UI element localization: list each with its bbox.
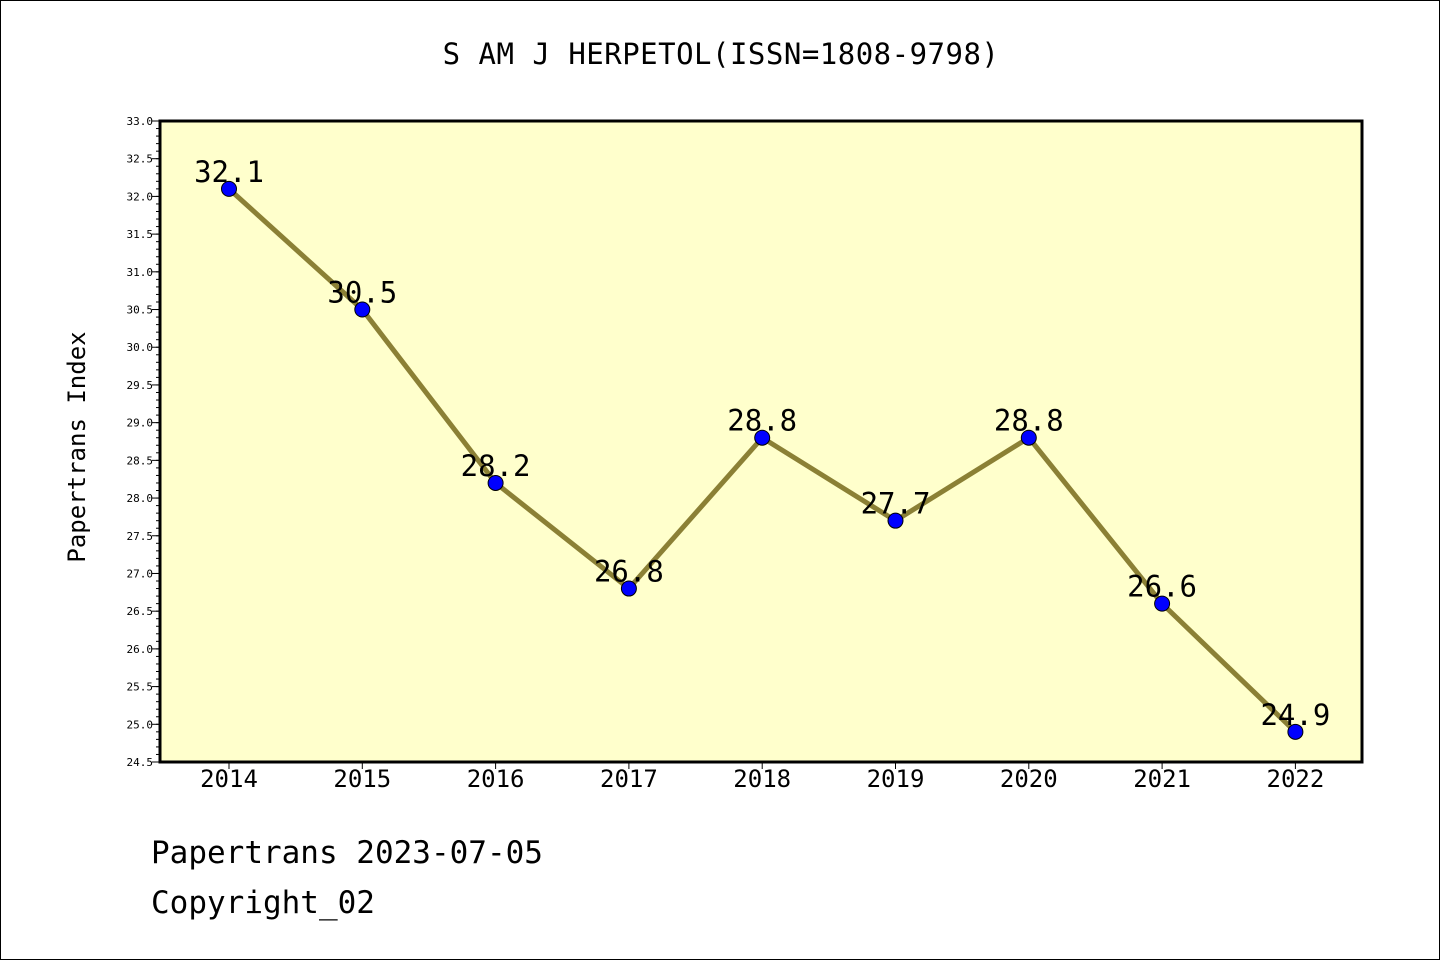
y-tick-label: 29.0 [127, 417, 154, 430]
y-tick-label: 26.5 [127, 605, 154, 618]
y-tick-label: 31.0 [127, 266, 154, 279]
data-labels: 32.1 30.5 28.2 26.8 28.8 27.7 28.8 26.6 24.9 [194, 155, 1330, 732]
y-tick-label: 28.0 [127, 492, 154, 505]
y-tick-label: 25.0 [127, 718, 154, 731]
y-tick-label: 27.0 [127, 567, 154, 580]
x-tick-label: 2014 [200, 765, 258, 793]
y-tick-label: 30.5 [127, 304, 154, 317]
x-tick-label: 2015 [333, 765, 391, 793]
x-tick-label: 2017 [600, 765, 658, 793]
data-label: 30.5 [327, 276, 397, 310]
data-point [1154, 595, 1171, 612]
x-tick-label: 2019 [867, 765, 925, 793]
data-points [221, 180, 1304, 740]
y-tick-label: 32.5 [127, 153, 154, 166]
data-label: 32.1 [194, 155, 264, 189]
data-label: 28.8 [727, 404, 797, 438]
footer-copyright: Copyright_02 [151, 885, 375, 921]
y-tick-label: 33.0 [127, 115, 154, 128]
x-tick-label: 2018 [733, 765, 791, 793]
y-tick-label: 28.5 [127, 454, 154, 467]
data-point [887, 512, 904, 529]
data-point [487, 474, 504, 491]
data-point [754, 429, 771, 446]
data-point [620, 580, 637, 597]
footer-date-line: Papertrans 2023-07-05 [151, 835, 543, 871]
y-tick-label: 31.5 [127, 228, 154, 241]
data-label: 28.2 [461, 449, 531, 483]
chart-title: S AM J HERPETOL(ISSN=1808-9798) [442, 37, 1000, 71]
y-tick-label: 26.0 [127, 643, 154, 656]
data-label: 26.8 [594, 555, 664, 589]
y-tick-label: 30.0 [127, 341, 154, 354]
data-point [1287, 723, 1304, 740]
data-point [354, 301, 371, 318]
data-label: 27.7 [861, 487, 931, 521]
y-tick-label: 32.0 [127, 190, 154, 203]
x-tick-label: 2022 [1267, 765, 1325, 793]
y-axis: 24.5 25.0 25.5 26.0 26.5 27.0 27.5 28.0 28.5 29.0… [127, 115, 160, 769]
y-axis-label: Papertrans Index [63, 331, 91, 562]
data-label: 24.9 [1260, 698, 1330, 732]
data-point [1020, 429, 1037, 446]
plot-border [158, 119, 1364, 764]
data-label: 26.6 [1127, 570, 1197, 604]
x-axis: 2014 2015 2016 2017 2018 2019 2020 2021 2022 [200, 762, 1324, 793]
y-tick-label: 24.5 [127, 756, 154, 769]
x-tick-label: 2020 [1000, 765, 1058, 793]
data-point [221, 180, 237, 197]
y-tick-label: 27.5 [127, 530, 154, 543]
y-tick-label: 29.5 [127, 379, 154, 392]
x-tick-label: 2016 [467, 765, 525, 793]
y-tick-label: 25.5 [127, 681, 154, 694]
x-tick-label: 2021 [1133, 765, 1191, 793]
data-label: 28.8 [994, 404, 1064, 438]
